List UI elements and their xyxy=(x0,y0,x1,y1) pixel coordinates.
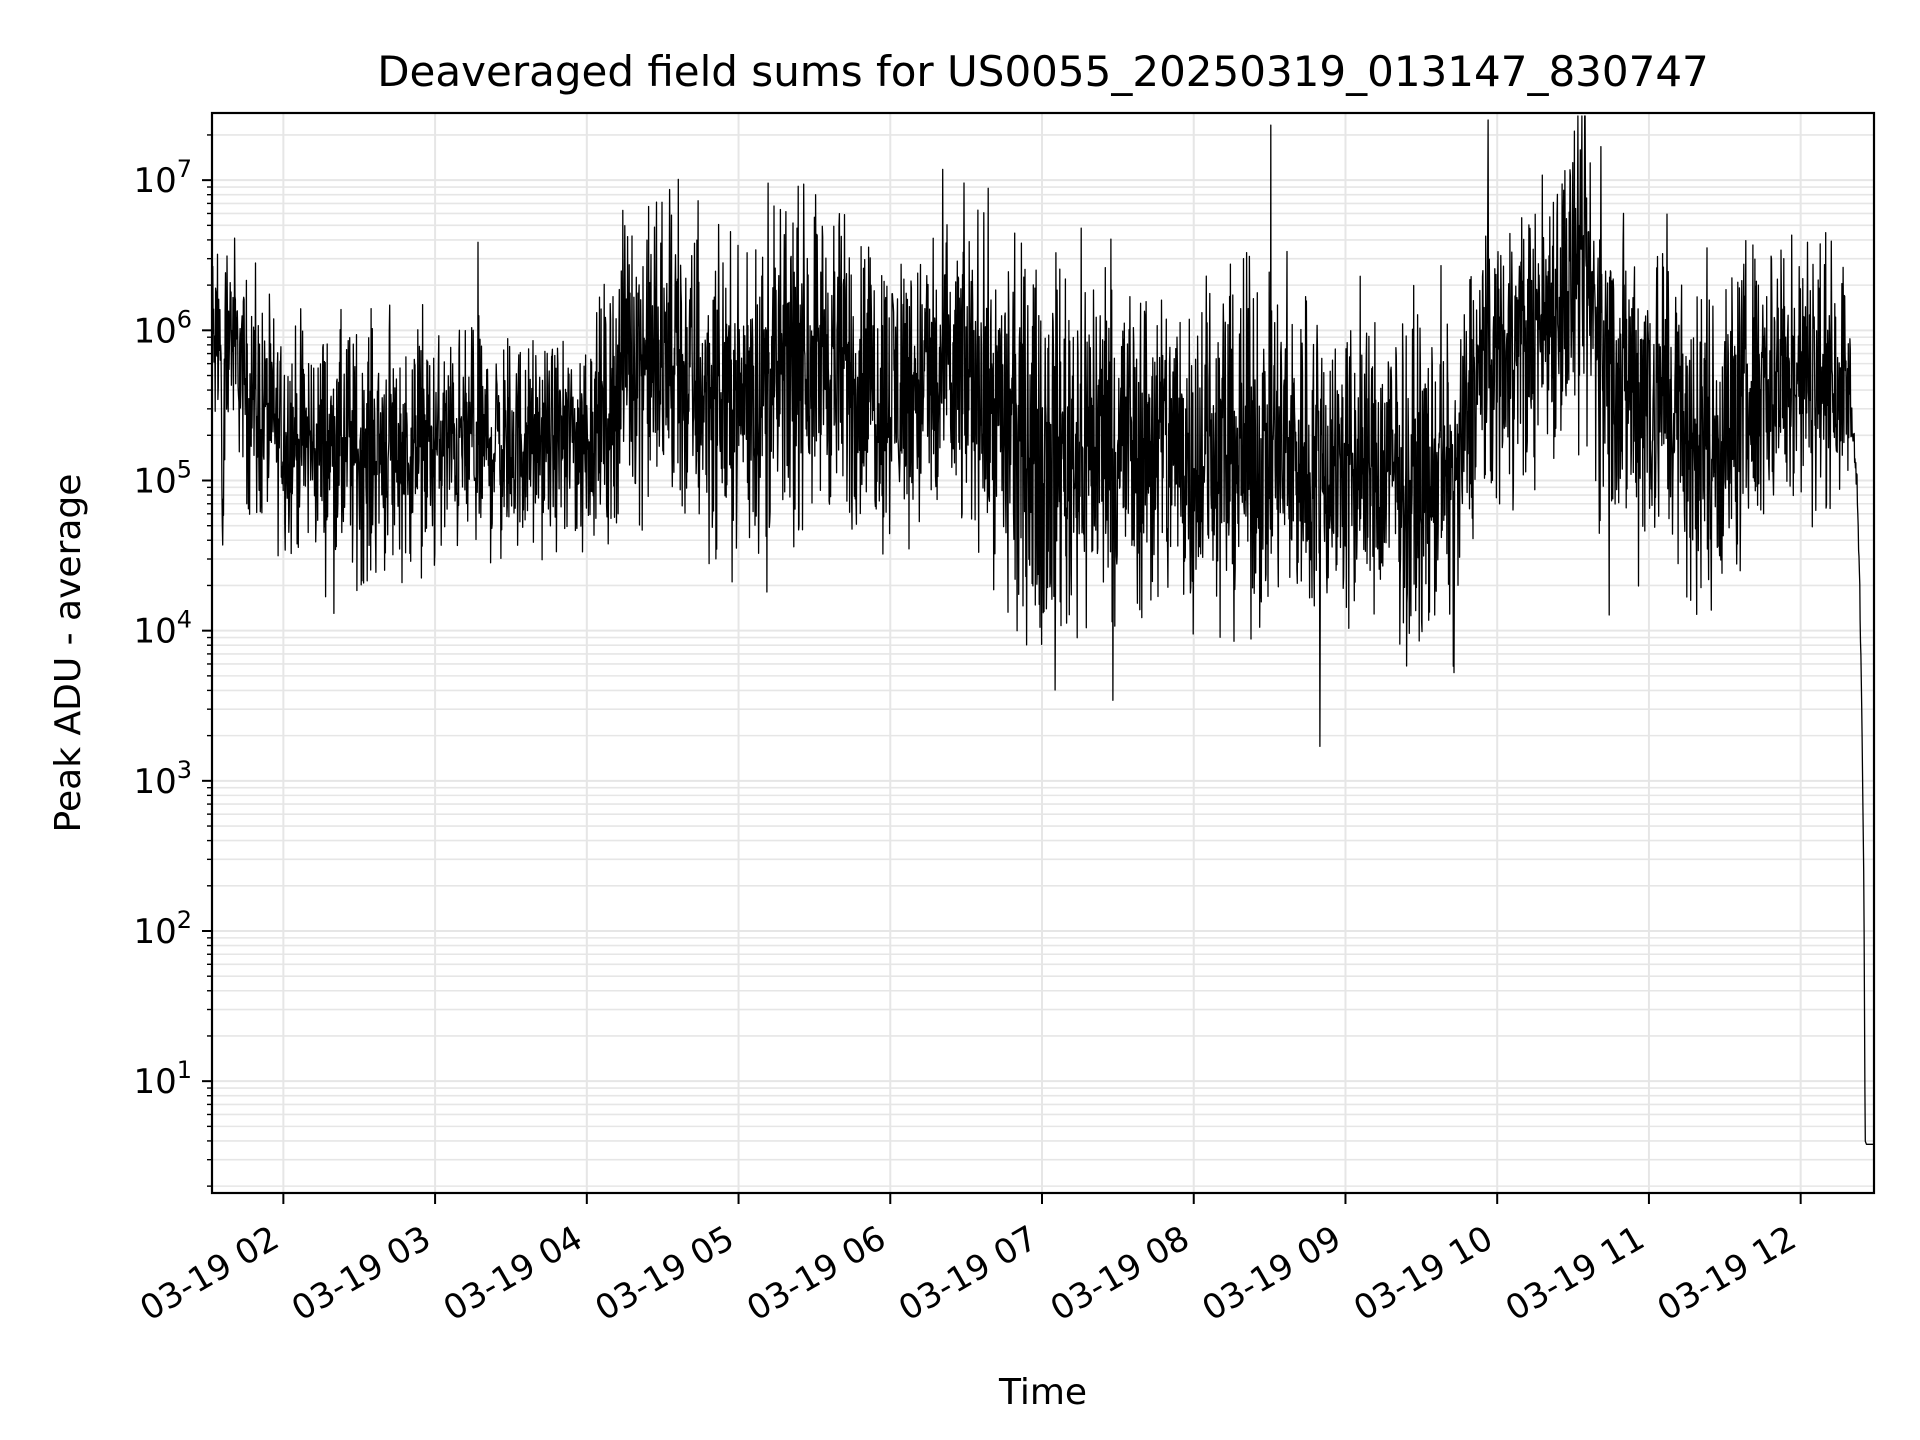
grid xyxy=(212,113,1874,1193)
y-tick-label: 101 xyxy=(133,1056,192,1102)
y-tick-label: 103 xyxy=(133,756,192,802)
series-layer xyxy=(211,115,1875,1145)
y-tick-label: 104 xyxy=(133,606,192,652)
y-tick-label: 105 xyxy=(133,455,192,501)
y-axis-label: Peak ADU - average xyxy=(48,474,89,833)
x-axis-label: Time xyxy=(998,1372,1087,1413)
chart-title: Deaveraged field sums for US0055_2025031… xyxy=(377,47,1709,96)
y-tick-label: 106 xyxy=(133,305,192,351)
series-line xyxy=(211,115,1875,1145)
y-tick-label: 107 xyxy=(133,155,192,201)
y-tick-label: 102 xyxy=(133,906,192,952)
